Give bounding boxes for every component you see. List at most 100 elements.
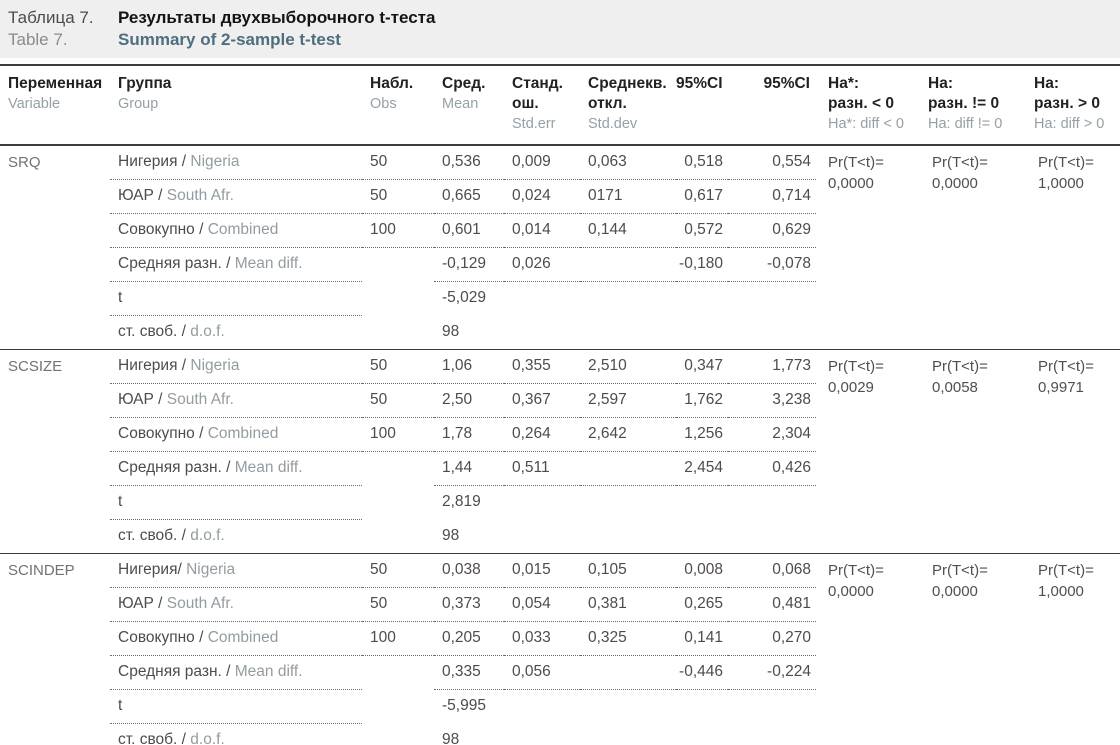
col-header-stderr: Станд. ош. Std.err xyxy=(504,65,580,145)
group-label-ru: Нигерия / xyxy=(118,153,187,171)
col-header-mean: Сред. Mean xyxy=(434,65,504,145)
ha-label: Pr(T<t)= xyxy=(828,357,884,375)
col-header-obs: Набл. Obs xyxy=(362,65,434,145)
ci-low-cell: 0,572 xyxy=(676,213,728,248)
ci-low-cell: 0,518 xyxy=(676,145,728,180)
col-header-ha-less-ru2: разн. < 0 xyxy=(828,95,894,112)
obs-cell: 50 xyxy=(362,179,434,214)
obs-cell: 50 xyxy=(362,383,434,418)
ci-high-cell: -0,224 xyxy=(728,655,816,690)
table-row: t 2,819 xyxy=(0,485,1120,520)
col-header-group-en: Group xyxy=(118,96,159,112)
mean-cell: -0,129 xyxy=(434,247,504,282)
group-label-ru: Средняя разн. / xyxy=(118,255,231,272)
col-header-ha-greater-ru1: Ha: xyxy=(1034,75,1059,92)
mean-cell: 0,205 xyxy=(434,621,504,656)
ci-low-cell xyxy=(676,689,728,723)
obs-cell xyxy=(362,485,434,519)
ha-label: Pr(T<t)= xyxy=(932,154,988,171)
table-row: ст. своб. / d.o.f. 98 xyxy=(0,519,1120,553)
ha-label: Pr(T<t)= xyxy=(1038,154,1094,171)
col-header-ha-noteq-en: Ha: diff != 0 xyxy=(928,116,1003,132)
col-header-variable-ru: Переменная xyxy=(8,75,103,92)
col-header-ha-noteq: Ha: разн. != 0 Ha: diff != 0 xyxy=(920,65,1026,145)
stderr-cell: 0,009 xyxy=(504,145,580,180)
group-cell: Нигерия/ Nigeria xyxy=(110,553,362,588)
mean-cell: 0,335 xyxy=(434,655,504,690)
ci-high-cell: 2,304 xyxy=(728,417,816,452)
ha-value: 0,0029 xyxy=(828,378,874,396)
col-header-obs-en: Obs xyxy=(370,96,397,112)
group-cell: t xyxy=(110,485,362,520)
col-header-ci-high-ru: 95%CI xyxy=(763,75,810,92)
ha-cell-1: Pr(T<t)= 0,0000 xyxy=(816,553,920,745)
ha-label: Pr(T<t)= xyxy=(1038,561,1094,579)
col-header-mean-ru: Сред. xyxy=(442,75,486,92)
col-header-ha-noteq-ru1: Ha: xyxy=(928,75,953,92)
ci-high-cell: 3,238 xyxy=(728,383,816,418)
ci-high-cell xyxy=(728,485,816,519)
table-title-bar: Таблица 7. Результаты двухвыборочного t-… xyxy=(0,0,1120,58)
obs-cell xyxy=(362,451,434,485)
group-label-ru: ЮАР / xyxy=(118,391,163,408)
ha-cell-2: Pr(T<t)= 0,0058 xyxy=(920,349,1026,553)
ci-low-cell xyxy=(676,485,728,519)
group-cell: Совокупно / Combined xyxy=(110,621,362,656)
ci-high-cell: 0,068 xyxy=(728,553,816,588)
mean-cell: 1,44 xyxy=(434,451,504,486)
col-header-group-ru: Группа xyxy=(118,75,172,92)
obs-cell: 50 xyxy=(362,145,434,180)
stderr-cell: 0,056 xyxy=(504,655,580,690)
title-text-ru: Результаты двухвыборочного t-теста xyxy=(118,8,436,27)
stddev-cell xyxy=(580,247,676,282)
title-label-ru: Таблица 7. xyxy=(8,8,94,27)
col-header-obs-ru: Набл. xyxy=(370,75,414,92)
ci-high-cell: 0,270 xyxy=(728,621,816,656)
col-header-variable-en: Variable xyxy=(8,96,61,112)
ci-high-cell: 0,481 xyxy=(728,587,816,622)
mean-cell: -5,995 xyxy=(442,697,486,715)
mean-cell: 1,06 xyxy=(434,349,504,384)
col-header-stderr-en: Std.err xyxy=(512,116,556,132)
section-scsize: SCSIZE Нигерия / Nigeria 50 1,06 0,355 2,510 0… xyxy=(0,349,1120,553)
ci-high-cell: 0,629 xyxy=(728,213,816,248)
group-cell: ЮАР / South Afr. xyxy=(110,179,362,214)
col-header-ha-greater: Ha: разн. > 0 Ha: diff > 0 xyxy=(1026,65,1120,145)
ha-value: 1,0000 xyxy=(1038,175,1084,192)
group-label-en: Mean diff. xyxy=(230,663,303,680)
col-header-variable: Переменная Variable xyxy=(0,65,110,145)
col-header-ha-greater-en: Ha: diff > 0 xyxy=(1034,116,1105,132)
stderr-cell xyxy=(504,281,580,315)
col-header-mean-en: Mean xyxy=(442,96,479,112)
mean-cell: -5,029 xyxy=(442,289,486,307)
group-label-en: Mean diff. xyxy=(230,255,303,272)
table-row: Совокупно / Combined 100 0,205 0,033 0,325 0,… xyxy=(0,621,1120,656)
section-srq: SRQ Нигерия / Nigeria 50 0,536 0,009 0,063 0,5… xyxy=(0,145,1120,349)
title-text-en: Summary of 2-sample t-test xyxy=(118,29,341,49)
col-header-ha-less-ru1: Ha*: xyxy=(828,75,860,92)
ci-high-cell: -0,078 xyxy=(728,247,816,282)
stddev-cell xyxy=(580,723,676,745)
mean-cell: 0,536 xyxy=(434,145,504,180)
ha-label: Pr(T<t)= xyxy=(932,357,988,375)
group-label-ru: ст. своб. / xyxy=(118,527,186,544)
ci-high-cell: 0,714 xyxy=(728,179,816,214)
col-header-ci-high: 95%CI xyxy=(728,65,816,145)
mean-cell: 2,819 xyxy=(442,493,481,511)
ha-label: Pr(T<t)= xyxy=(828,561,884,579)
ci-low-cell: 0,347 xyxy=(676,349,728,384)
col-header-group: Группа Group xyxy=(110,65,362,145)
group-label-en: Combined xyxy=(203,221,279,238)
ci-high-cell: 0,554 xyxy=(728,145,816,180)
group-cell: Совокупно / Combined xyxy=(110,213,362,248)
table-row: Средняя разн. / Mean diff. 1,44 0,511 2,454… xyxy=(0,451,1120,486)
col-header-stddev-en: Std.dev xyxy=(588,116,638,132)
variable-cell: SRQ xyxy=(8,154,41,171)
table-row: ЮАР / South Afr. 50 0,665 0,024 0171 0,617 0,7… xyxy=(0,179,1120,214)
group-label-ru: Совокупно / xyxy=(118,425,204,442)
ci-high-cell xyxy=(728,723,816,745)
table-row: Средняя разн. / Mean diff. 0,335 0,056 -0,4… xyxy=(0,655,1120,690)
ci-low-cell xyxy=(676,723,728,745)
ci-low-cell: 1,762 xyxy=(676,383,728,418)
stderr-cell: 0,367 xyxy=(504,383,580,418)
